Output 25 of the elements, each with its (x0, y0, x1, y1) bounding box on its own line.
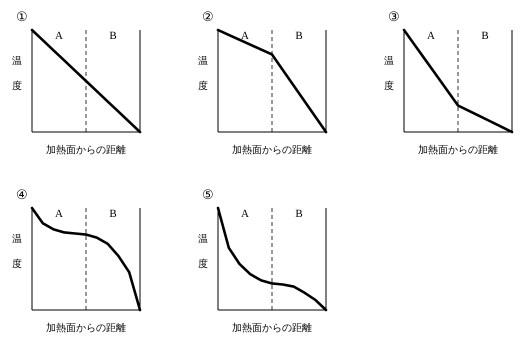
annotation: A (241, 30, 250, 42)
text: 温度 (198, 234, 208, 270)
annotation: A (241, 208, 250, 220)
chart-title: ④ (16, 188, 28, 203)
chart-title: ③ (388, 10, 400, 25)
annotation: A (427, 30, 436, 42)
x-axis-title: 加熱面からの距離 (232, 144, 312, 156)
chart-title: ⑤ (202, 188, 214, 203)
annotation: B (481, 30, 489, 42)
text: 温度 (384, 56, 394, 92)
chart-title: ② (202, 10, 214, 25)
x-axis-title: 加熱面からの距離 (46, 144, 126, 156)
annotation: B (109, 208, 117, 220)
annotation: B (295, 30, 303, 42)
annotation: A (55, 208, 64, 220)
x-axis-title: 加熱面からの距離 (232, 322, 312, 334)
text: 温度 (12, 234, 22, 270)
x-axis-title: 加熱面からの距離 (418, 144, 498, 156)
text: 温度 (198, 56, 208, 92)
annotation: A (55, 30, 64, 42)
annotation: B (295, 208, 303, 220)
annotation: B (109, 30, 117, 42)
chart-title: ① (16, 10, 28, 25)
text: 温度 (12, 56, 22, 92)
x-axis-title: 加熱面からの距離 (46, 322, 126, 334)
